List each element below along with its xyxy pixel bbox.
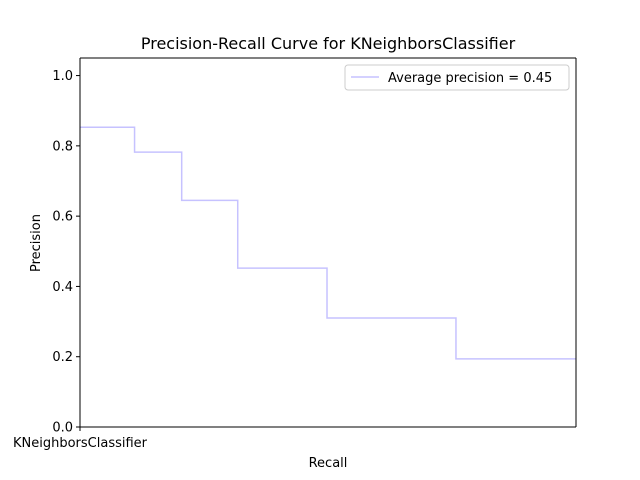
legend: Average precision = 0.45 (344, 64, 570, 91)
data-layer (80, 126, 576, 360)
y-tick-label: 1.0 (52, 69, 73, 84)
legend-entry-label: Average precision = 0.45 (388, 71, 552, 86)
plot-area (80, 58, 576, 427)
y-axis-ticks: 0.0 0.2 0.4 0.6 0.8 1.0 (52, 69, 80, 436)
y-tick-label: 0.0 (52, 421, 73, 436)
x-tick-label: KNeighborsClassifier (13, 436, 148, 451)
legend-box (344, 64, 570, 91)
x-axis-label: Recall (309, 456, 348, 471)
x-axis-ticks: KNeighborsClassifier (13, 427, 148, 451)
y-axis-label: Precision (29, 214, 44, 272)
axes-frame (79, 57, 577, 428)
y-tick-label: 0.4 (52, 280, 73, 295)
series-line-precision-recall (80, 126, 576, 360)
y-tick-label: 0.2 (52, 350, 73, 365)
y-tick-label: 0.8 (52, 139, 73, 154)
chart-title: Precision-Recall Curve for KNeighborsCla… (141, 34, 516, 53)
y-tick-label: 0.6 (52, 210, 73, 225)
